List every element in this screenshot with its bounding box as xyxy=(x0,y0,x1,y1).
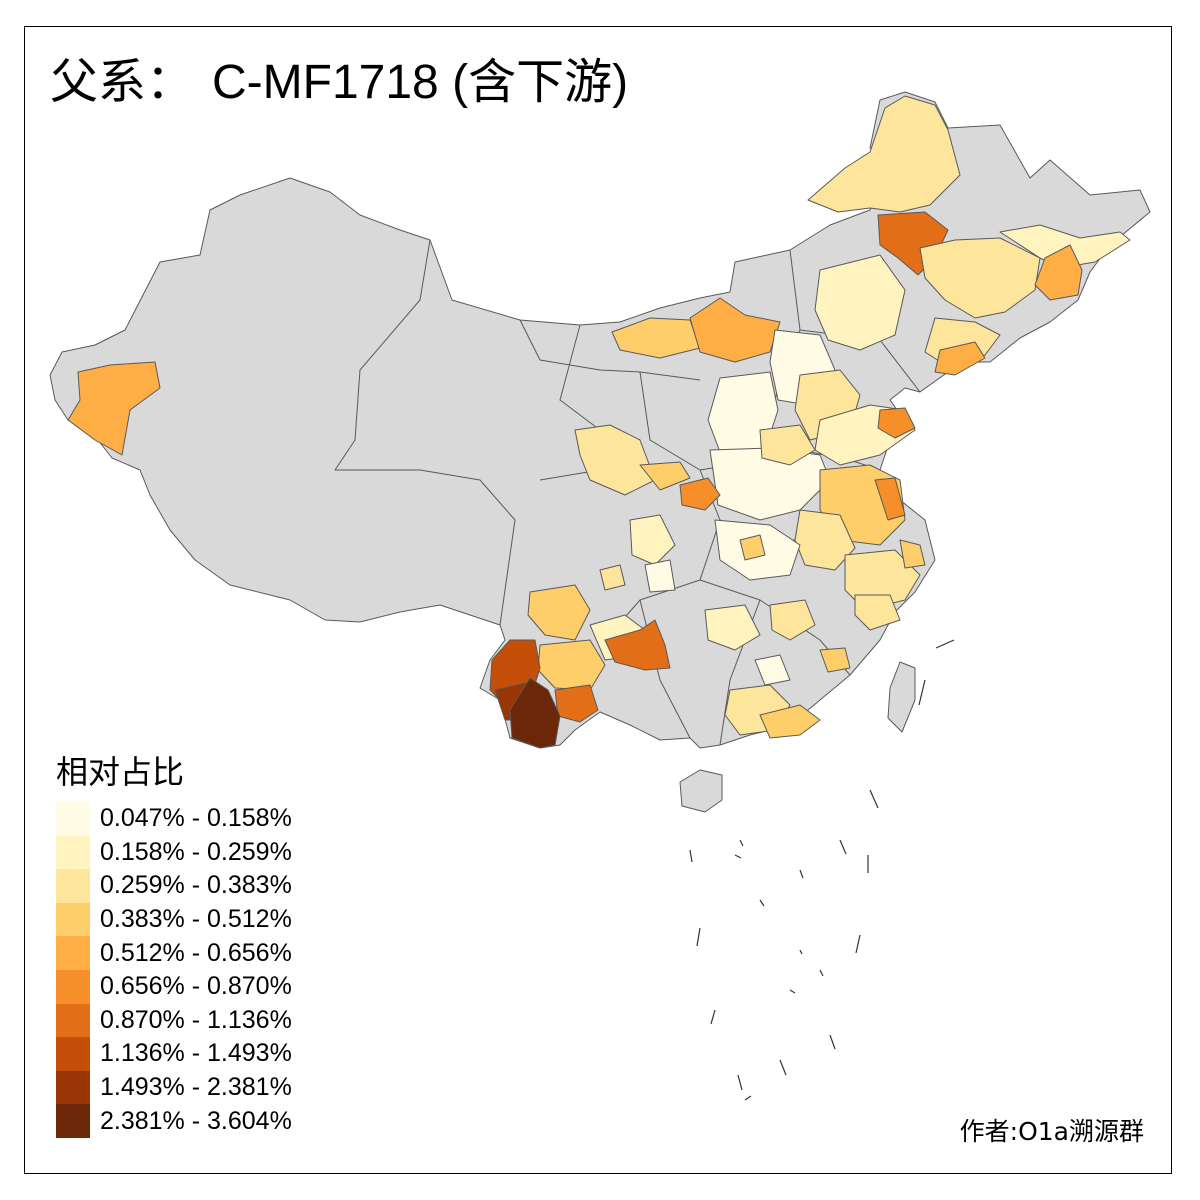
legend-swatch xyxy=(56,835,90,870)
legend-label: 0.259% - 0.383% xyxy=(100,871,292,900)
legend-label: 2.381% - 3.604% xyxy=(100,1106,292,1135)
south-china-sea-islands xyxy=(689,639,955,1101)
region-xian xyxy=(679,477,721,511)
region-hulunbuir xyxy=(807,95,961,213)
legend-swatch xyxy=(56,1070,90,1105)
legend-rows: 0.047% - 0.158% 0.158% - 0.259% 0.259% - 0… xyxy=(56,802,292,1138)
legend-item: 0.870% - 1.136% xyxy=(56,1003,292,1038)
legend-swatch xyxy=(56,1003,90,1038)
region-guizhou-south xyxy=(604,619,671,671)
legend-title: 相对占比 xyxy=(56,753,185,791)
region-chongqing xyxy=(629,514,676,566)
legend-label: 1.493% - 2.381% xyxy=(100,1073,292,1102)
region-shanghai xyxy=(899,539,926,569)
region-ili xyxy=(67,361,161,456)
legend-swatch xyxy=(56,869,90,903)
legend-swatch xyxy=(56,1037,90,1071)
region-xishuangbanna xyxy=(509,677,561,749)
region-sichuan-south xyxy=(527,584,591,641)
legend-label: 0.512% - 0.656% xyxy=(100,938,292,967)
region-henan-north xyxy=(759,424,816,466)
legend-item: 1.493% - 2.381% xyxy=(56,1070,292,1105)
title-haplogroup: C-MF1718 (含下游) xyxy=(212,56,629,109)
region-mudanjiang xyxy=(1034,244,1083,301)
legend-item: 0.656% - 0.870% xyxy=(56,969,292,1004)
region-fujian-south xyxy=(819,647,851,673)
legend-swatch xyxy=(56,936,90,970)
legend-label: 1.136% - 1.493% xyxy=(100,1039,292,1068)
island-hainan xyxy=(679,769,723,813)
region-hunan xyxy=(704,604,761,651)
region-anhui xyxy=(794,509,856,571)
legend-item: 0.512% - 0.656% xyxy=(56,936,292,970)
legend-item: 0.047% - 0.158% xyxy=(56,802,292,836)
region-shaanxi xyxy=(574,424,656,496)
region-baoji xyxy=(639,461,691,491)
region-fujian xyxy=(854,594,901,631)
region-guangdong xyxy=(759,704,821,739)
legend-item: 0.259% - 0.383% xyxy=(56,869,292,903)
legend-item: 2.381% - 3.604% xyxy=(56,1104,292,1138)
region-hubei-spot xyxy=(739,534,766,561)
legend-swatch xyxy=(56,969,90,1004)
legend-item: 1.136% - 1.493% xyxy=(56,1037,292,1071)
region-hebei xyxy=(814,254,906,351)
region-jiangsu-coast xyxy=(874,477,906,521)
author-credit: 作者:O1a溯源群 xyxy=(959,1117,1144,1146)
legend-label: 0.870% - 1.136% xyxy=(100,1005,292,1034)
legend-label: 0.047% - 0.158% xyxy=(100,804,292,833)
legend: 相对占比 0.047% - 0.158% 0.158% - 0.259% 0.259… xyxy=(56,756,292,1138)
legend-label: 0.158% - 0.259% xyxy=(100,837,292,866)
region-jiangxi xyxy=(769,599,816,641)
legend-label: 0.656% - 0.870% xyxy=(100,972,292,1001)
legend-swatch xyxy=(56,802,90,836)
title-prefix: 父系： xyxy=(50,54,195,110)
legend-swatch xyxy=(56,902,90,937)
region-sichuan-east xyxy=(644,559,676,593)
island-taiwan xyxy=(887,661,916,733)
region-jilin-cluster xyxy=(919,237,1041,319)
region-sichuan-spot xyxy=(599,564,626,591)
legend-item: 0.158% - 0.259% xyxy=(56,835,292,870)
region-guangdong-west xyxy=(754,654,791,686)
legend-item: 0.383% - 0.512% xyxy=(56,902,292,937)
region-qingdao xyxy=(877,407,916,439)
legend-label: 0.383% - 0.512% xyxy=(100,905,292,934)
legend-swatch xyxy=(56,1104,90,1138)
map-title: 父系： C-MF1718 (含下游) xyxy=(50,58,628,107)
region-dalian xyxy=(934,341,986,376)
